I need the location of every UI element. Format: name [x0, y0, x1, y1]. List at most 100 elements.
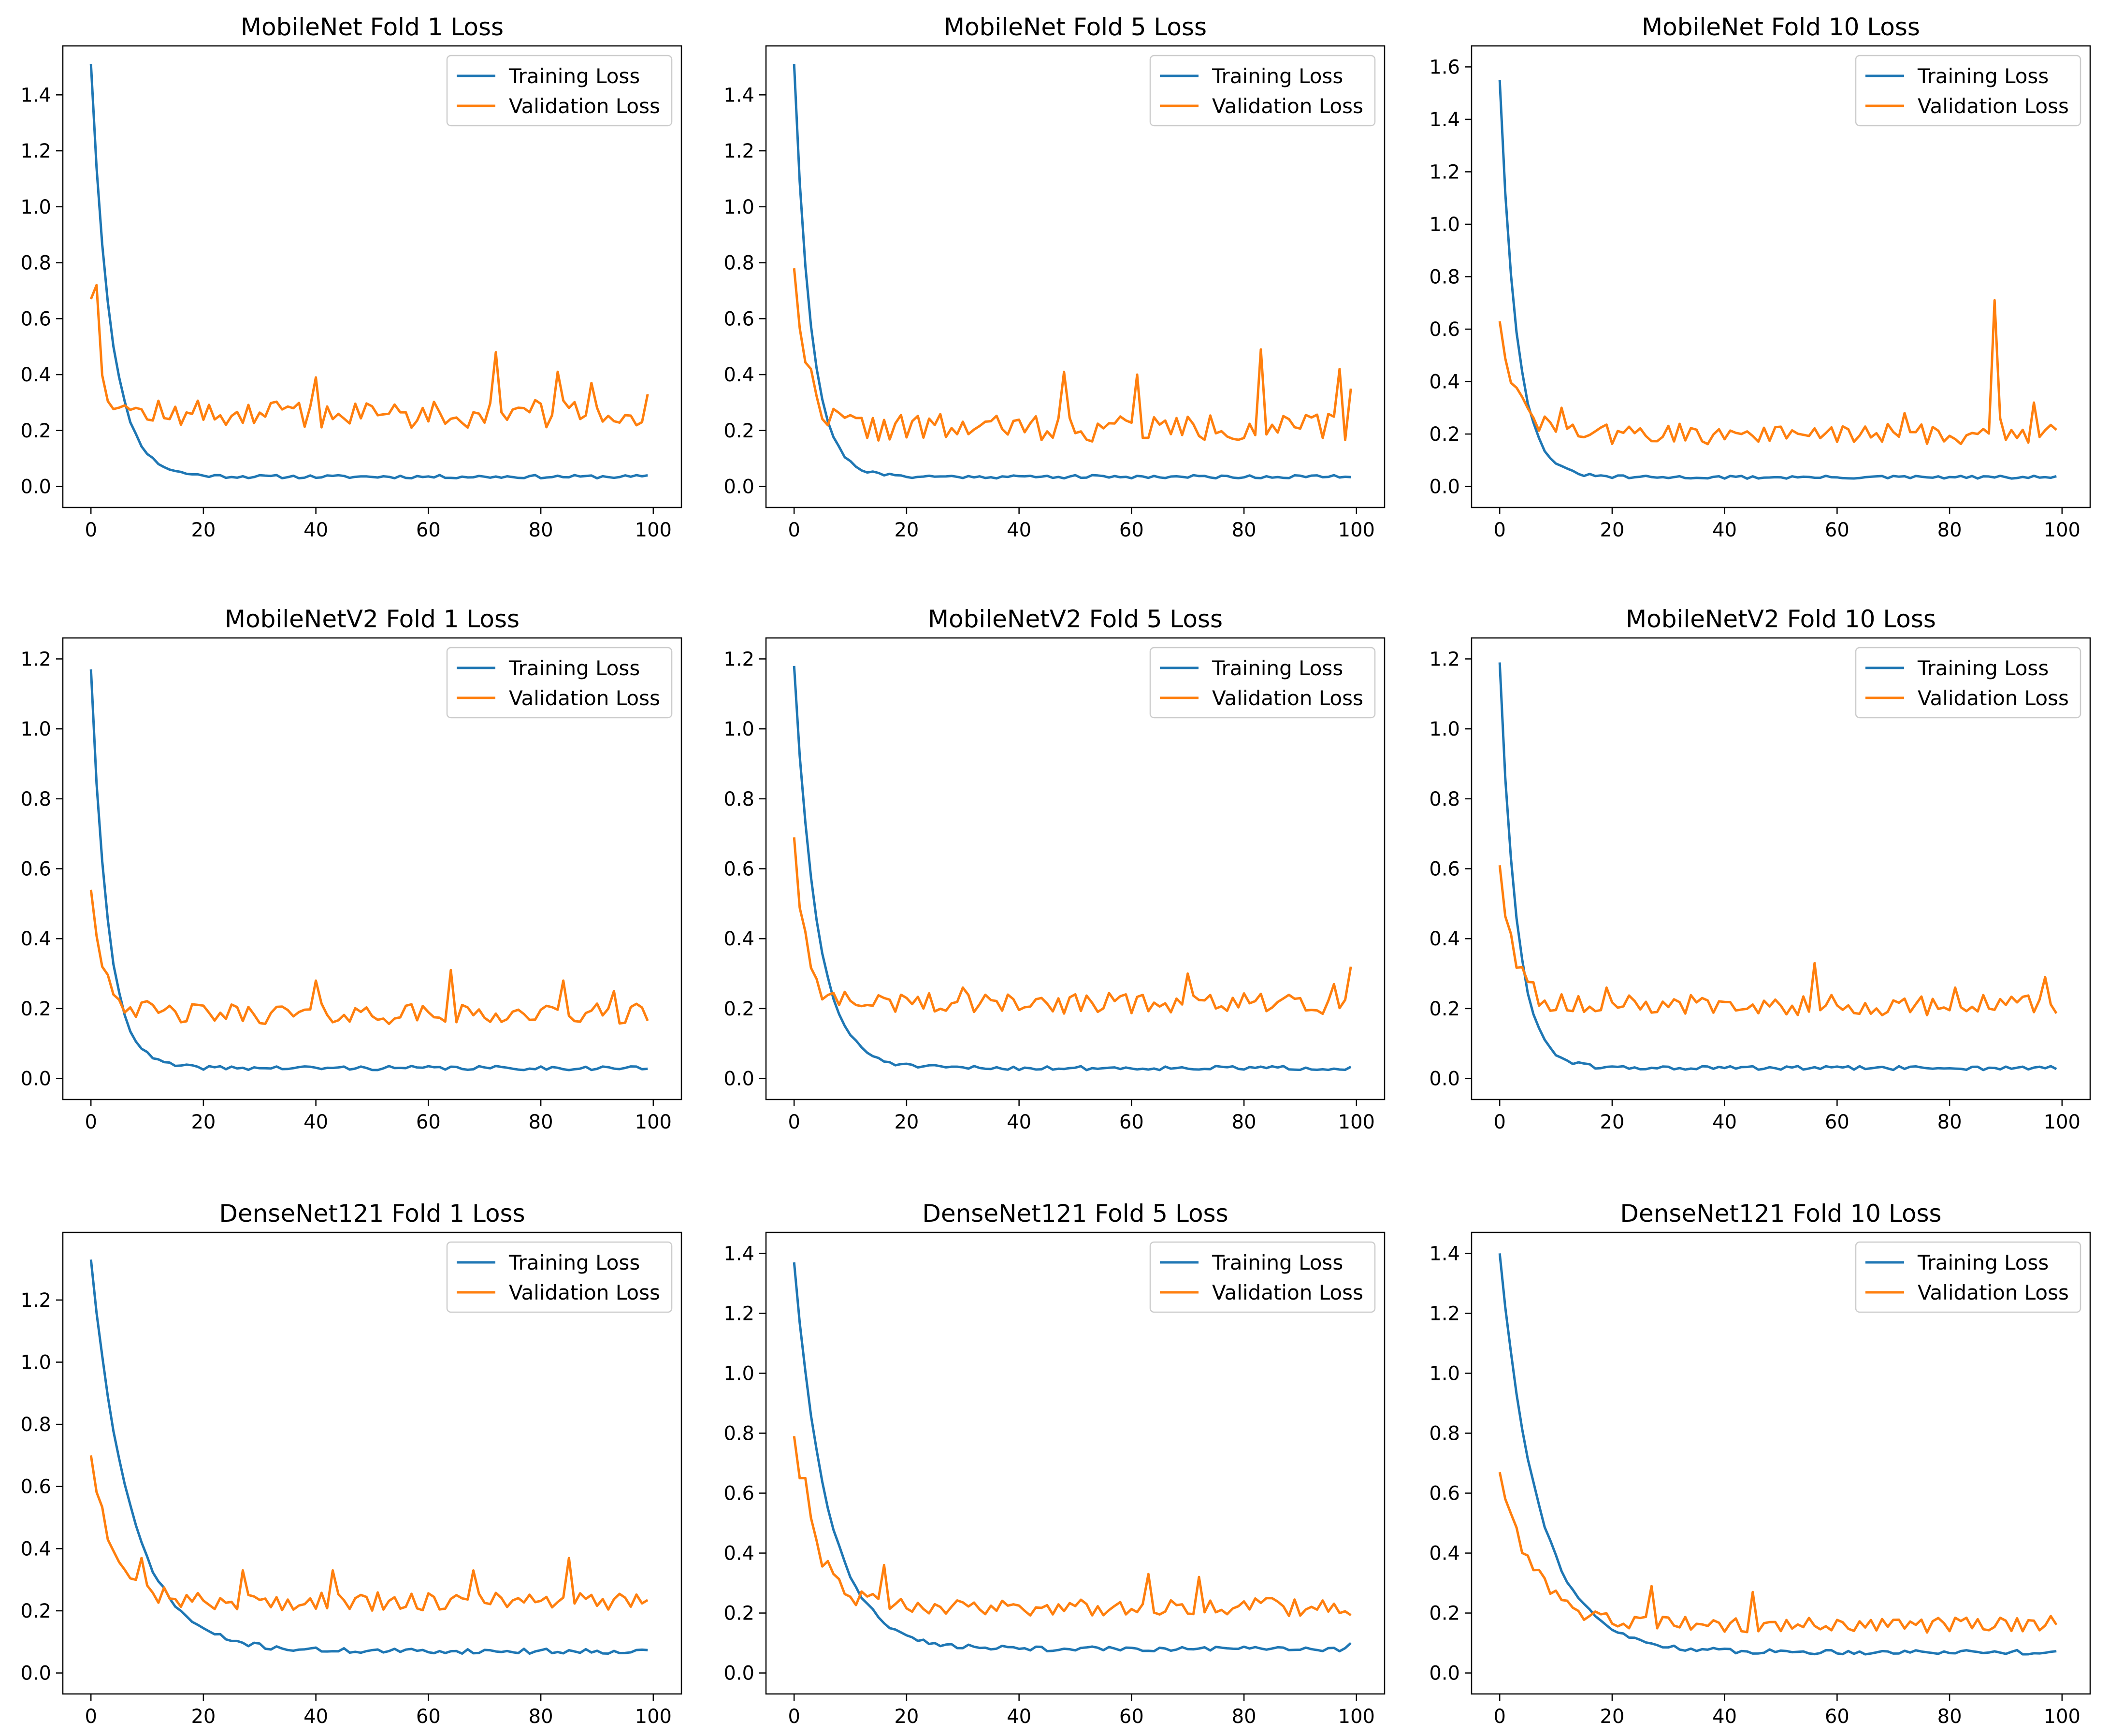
y-tick-label: 1.2 — [1429, 1302, 1460, 1325]
y-tick-label: 0.6 — [1429, 1483, 1460, 1505]
series-line-training — [793, 665, 1352, 1071]
chart-panel-8: 0 20 40 60 80 100 0.0 0.2 0.4 0.6 0.8 1.0 1.2 1.4 Dens… — [723, 1200, 1386, 1728]
x-tick-label: 100 — [1338, 1111, 1375, 1133]
legend-box — [1855, 1241, 2081, 1313]
y-tick-label: 1.0 — [1429, 214, 1460, 236]
x-tick-label: 0 — [85, 1111, 97, 1133]
y-tick-label: 1.2 — [723, 648, 754, 670]
x-tick-label: 80 — [529, 1706, 553, 1728]
series-line-validation — [89, 1455, 649, 1612]
x-tick-label: 100 — [2044, 1706, 2080, 1728]
legend-label-training: Training Loss — [1917, 656, 2049, 680]
y-tick-label: 0.8 — [1429, 1422, 1460, 1445]
series-line-training — [793, 64, 1351, 480]
chart-title: MobileNet Fold 10 Loss — [1642, 13, 1920, 41]
y-tick-label: 0.0 — [723, 476, 754, 498]
series-line-validation — [793, 268, 1352, 443]
y-tick-label: 0.0 — [20, 476, 51, 498]
y-tick-label: 0.0 — [20, 1068, 51, 1090]
y-tick-label: 0.0 — [1429, 1068, 1460, 1090]
y-tick-label: 0.4 — [20, 928, 51, 950]
series-line-validation — [89, 284, 649, 429]
y-tick-label: 0.0 — [1429, 1663, 1460, 1685]
chart-title: MobileNetV2 Fold 5 Loss — [928, 605, 1223, 633]
y-tick-label: 0.6 — [723, 308, 754, 330]
legend-label-training: Training Loss — [1212, 64, 1343, 88]
chart-panel-4: 0 20 40 60 80 100 0.0 0.2 0.4 0.6 0.8 1.0 1.2 MobileN… — [20, 605, 682, 1133]
series-line-training — [1498, 662, 2057, 1071]
y-tick-label: 0.2 — [20, 1600, 51, 1622]
y-tick-label: 1.2 — [723, 1302, 754, 1325]
legend-label-validation: Validation Loss — [1918, 686, 2069, 710]
chart-panel-1: 0 20 40 60 80 100 0.0 0.2 0.4 0.6 0.8 1.0 1.2 1.4 Mobi… — [20, 13, 682, 541]
y-tick-label: 0.0 — [723, 1663, 754, 1685]
series-line-training — [89, 669, 648, 1071]
x-tick-label: 0 — [1493, 1111, 1505, 1133]
y-tick-label: 1.0 — [723, 196, 754, 218]
x-tick-label: 60 — [1825, 519, 1849, 541]
y-tick-label: 1.0 — [723, 718, 754, 740]
x-tick-label: 60 — [1119, 1706, 1144, 1728]
series-line-training — [1498, 1253, 2057, 1656]
y-tick-label: 0.2 — [1429, 1603, 1460, 1625]
x-tick-label: 100 — [635, 1111, 672, 1133]
x-tick-label: 40 — [1007, 519, 1031, 541]
chart-title: MobileNet Fold 5 Loss — [944, 13, 1207, 41]
y-tick-label: 1.2 — [1429, 161, 1460, 183]
legend-label-validation: Validation Loss — [509, 94, 660, 118]
series-line-validation — [793, 837, 1352, 1015]
y-tick-label: 0.0 — [20, 1663, 51, 1685]
y-tick-label: 1.0 — [1429, 1362, 1460, 1385]
legend-label-validation: Validation Loss — [1918, 94, 2069, 118]
x-tick-label: 40 — [303, 1706, 328, 1728]
legend-label-training: Training Loss — [1212, 1251, 1343, 1274]
x-tick-label: 100 — [2044, 1111, 2080, 1133]
x-tick-label: 0 — [788, 1706, 800, 1728]
chart-title: DenseNet121 Fold 1 Loss — [219, 1200, 525, 1228]
legend-label-training: Training Loss — [508, 656, 640, 680]
x-tick-label: 100 — [635, 1706, 672, 1728]
y-tick-label: 1.0 — [1429, 718, 1460, 740]
legend-box — [446, 55, 673, 127]
x-tick-label: 40 — [303, 1111, 328, 1133]
axes-frame — [62, 45, 682, 508]
x-tick-label: 20 — [894, 1111, 919, 1133]
x-tick-label: 60 — [1825, 1706, 1849, 1728]
x-tick-label: 0 — [85, 1706, 97, 1728]
x-tick-label: 60 — [416, 1111, 441, 1133]
x-tick-label: 100 — [1338, 519, 1375, 541]
y-tick-label: 1.4 — [1429, 109, 1460, 131]
y-tick-label: 1.4 — [723, 1243, 754, 1265]
legend-box — [1855, 647, 2081, 719]
legend-label-training: Training Loss — [1212, 656, 1343, 680]
series-line-training — [89, 1259, 648, 1655]
axes-frame — [765, 45, 1386, 508]
x-tick-label: 40 — [303, 519, 328, 541]
y-tick-label: 0.6 — [1429, 318, 1460, 341]
series-line-validation — [1498, 865, 2058, 1016]
y-tick-label: 0.8 — [1429, 266, 1460, 289]
y-tick-label: 0.8 — [20, 788, 51, 810]
x-tick-label: 100 — [1338, 1706, 1375, 1728]
y-tick-label: 0.8 — [723, 1422, 754, 1445]
x-tick-label: 60 — [1119, 1111, 1144, 1133]
legend: Training Loss Validation Loss — [446, 647, 673, 719]
y-tick-label: 0.6 — [20, 308, 51, 330]
legend-label-validation: Validation Loss — [1212, 1281, 1363, 1304]
x-tick-label: 20 — [191, 1111, 216, 1133]
chart-title: DenseNet121 Fold 10 Loss — [1620, 1200, 1941, 1228]
series-line-training — [1498, 80, 2057, 480]
x-tick-label: 100 — [2044, 519, 2080, 541]
chart-panel-7: 0 20 40 60 80 100 0.0 0.2 0.4 0.6 0.8 1.0 1.2 DenseNe… — [20, 1200, 682, 1728]
y-tick-label: 0.8 — [723, 788, 754, 810]
x-tick-label: 60 — [1825, 1111, 1849, 1133]
y-tick-label: 0.8 — [723, 252, 754, 275]
legend-label-validation: Validation Loss — [1212, 94, 1363, 118]
x-tick-label: 80 — [529, 519, 553, 541]
legend-label-training: Training Loss — [508, 1251, 640, 1274]
series-line-training — [89, 64, 648, 480]
y-tick-label: 1.2 — [1429, 648, 1460, 670]
x-tick-label: 20 — [191, 519, 216, 541]
x-tick-label: 60 — [1119, 519, 1144, 541]
